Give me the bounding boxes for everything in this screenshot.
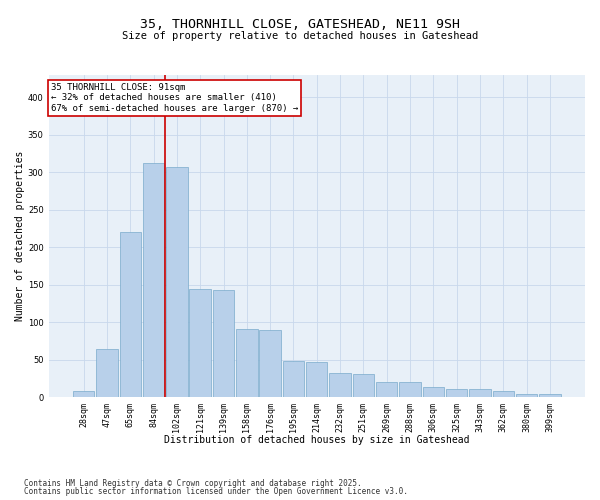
- Bar: [283, 362, 304, 398]
- Bar: [143, 164, 164, 398]
- Bar: [329, 374, 351, 398]
- Text: Size of property relative to detached houses in Gateshead: Size of property relative to detached ho…: [122, 31, 478, 41]
- Bar: [236, 329, 257, 398]
- Bar: [446, 389, 467, 398]
- Bar: [493, 390, 514, 398]
- Bar: [190, 290, 211, 398]
- Bar: [399, 382, 421, 398]
- Bar: [213, 290, 234, 398]
- Bar: [539, 394, 560, 398]
- Title: 35, THORNHILL CLOSE, GATESHEAD, NE11 9SH
Size of property relative to detached h: 35, THORNHILL CLOSE, GATESHEAD, NE11 9SH…: [0, 499, 1, 500]
- Bar: [353, 374, 374, 398]
- Bar: [516, 394, 538, 398]
- Bar: [376, 382, 397, 398]
- X-axis label: Distribution of detached houses by size in Gateshead: Distribution of detached houses by size …: [164, 435, 470, 445]
- Bar: [119, 232, 141, 398]
- Bar: [96, 348, 118, 398]
- Bar: [306, 362, 328, 398]
- Bar: [259, 330, 281, 398]
- Text: 35, THORNHILL CLOSE, GATESHEAD, NE11 9SH: 35, THORNHILL CLOSE, GATESHEAD, NE11 9SH: [140, 18, 460, 30]
- Bar: [166, 167, 188, 398]
- Text: Contains HM Land Registry data © Crown copyright and database right 2025.: Contains HM Land Registry data © Crown c…: [24, 478, 362, 488]
- Text: Contains public sector information licensed under the Open Government Licence v3: Contains public sector information licen…: [24, 487, 408, 496]
- Bar: [422, 387, 444, 398]
- Text: 35 THORNHILL CLOSE: 91sqm
← 32% of detached houses are smaller (410)
67% of semi: 35 THORNHILL CLOSE: 91sqm ← 32% of detac…: [51, 83, 298, 113]
- Bar: [73, 392, 94, 398]
- Y-axis label: Number of detached properties: Number of detached properties: [15, 151, 25, 322]
- Bar: [469, 389, 491, 398]
